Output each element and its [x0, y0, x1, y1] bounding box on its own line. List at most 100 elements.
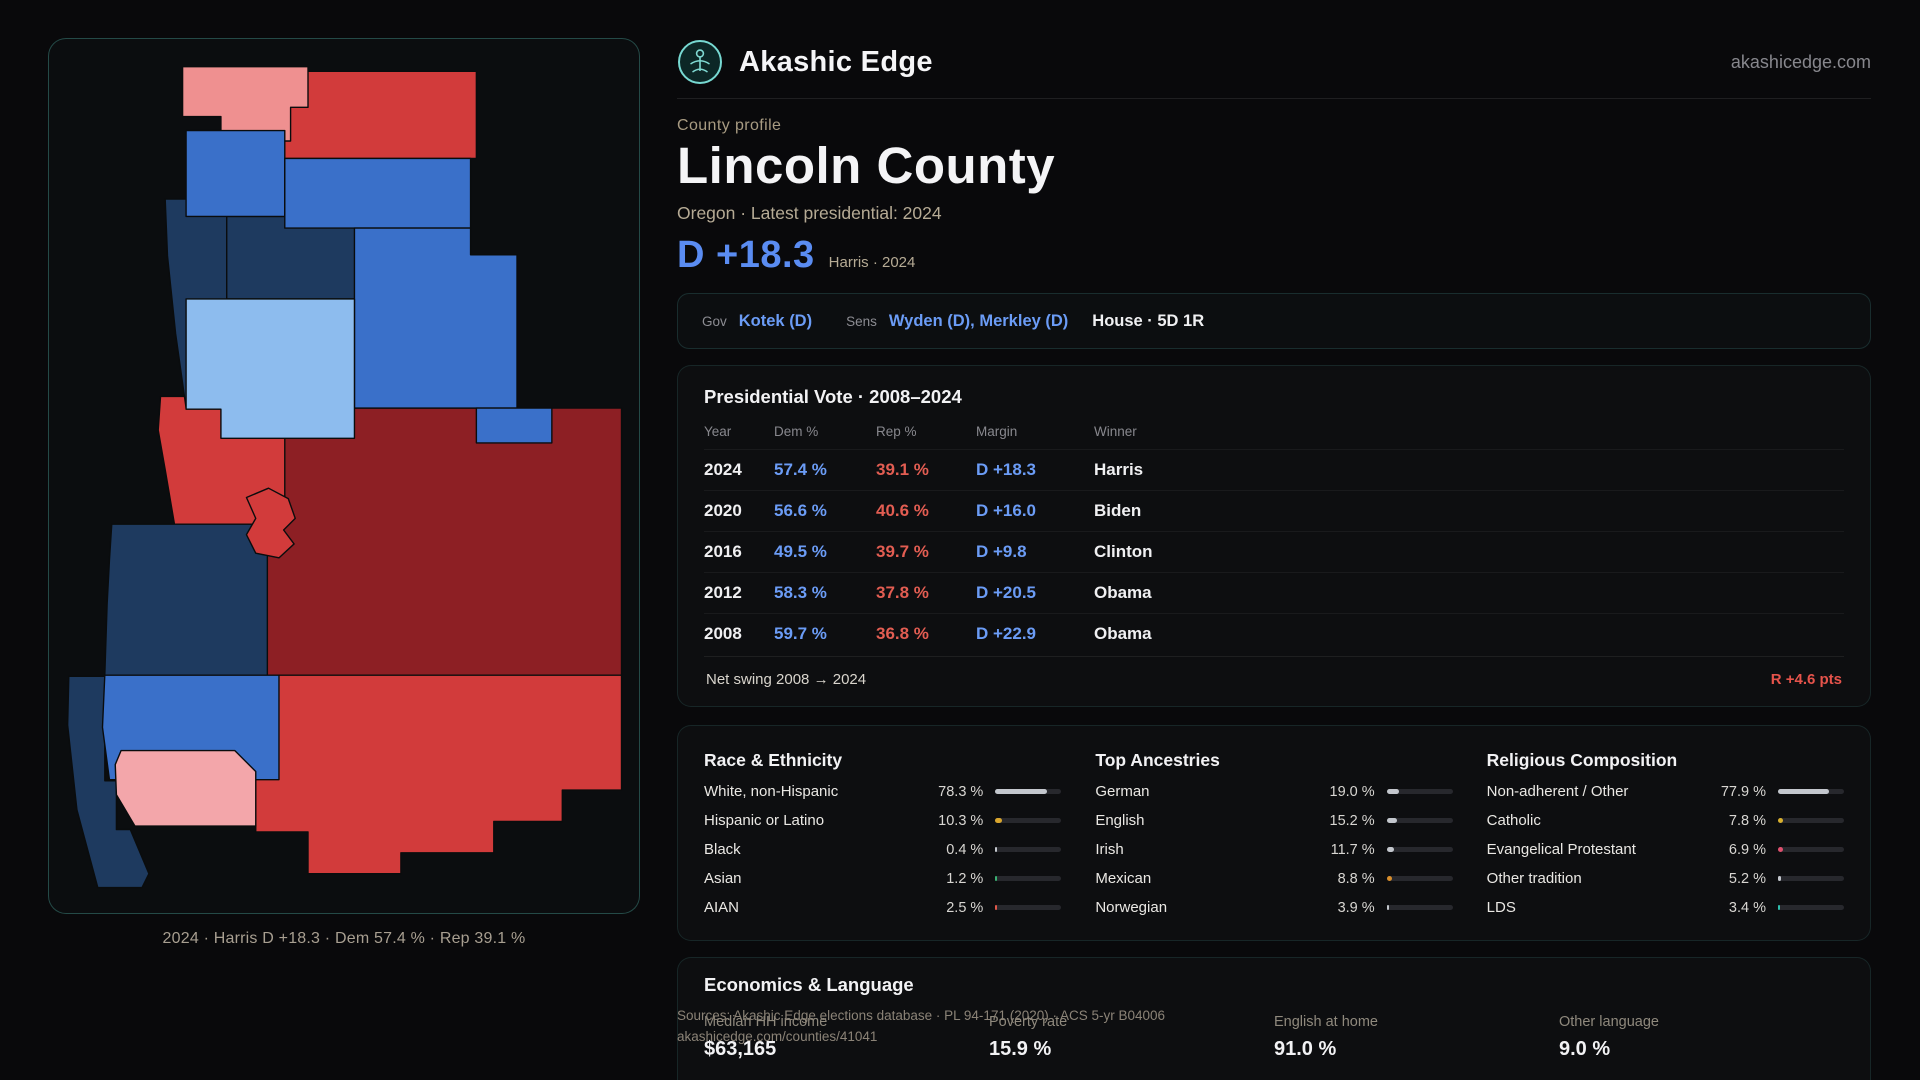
- economics-card: Economics & Language Median HH income $6…: [677, 957, 1871, 1080]
- year-cell: 2008: [704, 624, 742, 644]
- permalink[interactable]: akashicedge.com/counties/41041: [677, 1028, 878, 1044]
- demo-label: Asian: [704, 870, 742, 888]
- rep-cell: 37.8 %: [876, 583, 929, 603]
- gov-value-link[interactable]: Kotek (D): [738, 311, 813, 330]
- map-county-shape: [104, 523, 269, 676]
- map-county-shape: [114, 749, 257, 827]
- econ-stat-english: English at home 91.0 %: [1274, 1014, 1559, 1061]
- demo-row: Asian 1.2 %: [704, 870, 1062, 888]
- dem-cell: 49.5 %: [774, 542, 827, 562]
- demo-value: 3.4 %: [1728, 899, 1766, 916]
- demo-row: Norwegian 3.9 %: [1095, 899, 1453, 917]
- demo-value: 5.2 %: [1728, 870, 1766, 887]
- sens-value-link[interactable]: Wyden (D), Merkley (D): [888, 311, 1069, 330]
- demo-row: Evangelical Protestant 6.9 %: [1487, 841, 1844, 858]
- demo-label: Irish: [1095, 841, 1124, 859]
- header-divider: [677, 98, 1871, 99]
- demo-label: Mexican: [1095, 870, 1152, 888]
- demo-label: Norwegian: [1095, 899, 1168, 917]
- religion-column: Religious Composition Non-adherent / Oth…: [1487, 750, 1844, 916]
- gov-label: Gov: [702, 313, 727, 329]
- demo-row: Other tradition 5.2 %: [1487, 870, 1844, 887]
- dem-cell: 57.4 %: [774, 460, 827, 480]
- sources-line: Sources: Akashic Edge elections database…: [677, 1008, 1166, 1023]
- margin-cell: D +18.3: [976, 460, 1037, 480]
- rep-cell: 36.8 %: [876, 624, 929, 644]
- vote-row-2024: 2024 57.4 % 39.1 % D +18.3 Harris: [704, 449, 1844, 490]
- demo-row: Irish 11.7 %: [1095, 841, 1453, 859]
- pres-vote-title: Presidential Vote · 2008–2024: [704, 386, 962, 408]
- margin-cell: D +9.8: [976, 542, 1027, 562]
- demo-label: Catholic: [1486, 812, 1541, 830]
- page-kicker: County profile: [677, 117, 782, 134]
- vote-table-header: Year Dem % Rep % Margin Winner: [704, 424, 1844, 449]
- year-cell: 2020: [704, 501, 742, 521]
- demo-value: 15.2 %: [1329, 812, 1375, 829]
- demo-bar: [995, 789, 1062, 795]
- map-county-shape: [255, 407, 623, 676]
- brand-logo-icon[interactable]: [677, 39, 723, 85]
- margin-cell: D +22.9: [976, 624, 1037, 644]
- oregon-county-map[interactable]: [63, 53, 625, 899]
- col-winner: Winner: [1094, 424, 1137, 440]
- demo-label: Hispanic or Latino: [704, 812, 825, 830]
- demo-bar: [1386, 905, 1453, 911]
- demo-row: AIAN 2.5 %: [704, 899, 1062, 917]
- demo-label: Evangelical Protestant: [1486, 841, 1636, 859]
- county-title: Lincoln County: [677, 137, 1056, 194]
- margin-cell: D +20.5: [976, 583, 1037, 603]
- econ-stat-median-income: Median HH income $63,165: [704, 1014, 989, 1061]
- dem-cell: 56.6 %: [774, 501, 827, 521]
- margin-note: Harris · 2024: [828, 254, 916, 272]
- demo-row: LDS 3.4 %: [1487, 899, 1844, 916]
- demo-bar: [995, 876, 1062, 882]
- demo-label: Non-adherent / Other: [1486, 783, 1629, 801]
- dem-cell: 59.7 %: [774, 624, 827, 644]
- econ-stat-label: Poverty rate: [989, 1014, 1068, 1031]
- demographics-card: Race & Ethnicity White, non-Hispanic 78.…: [677, 725, 1871, 942]
- site-domain-link[interactable]: akashicedge.com: [1730, 51, 1871, 72]
- demo-bar: [1386, 789, 1453, 795]
- econ-stat-other-language: Other language 9.0 %: [1559, 1014, 1844, 1061]
- demo-bar: [995, 905, 1062, 911]
- demo-row: German 19.0 %: [1095, 783, 1453, 800]
- winner-cell: Clinton: [1094, 542, 1153, 562]
- demo-value: 6.9 %: [1728, 841, 1766, 858]
- map-county-shape: [245, 487, 296, 559]
- demo-value: 77.9 %: [1720, 783, 1766, 800]
- rep-cell: 39.1 %: [876, 460, 929, 480]
- demo-bar: [1778, 876, 1844, 882]
- brand-name: Akashic Edge: [739, 45, 933, 78]
- demo-bar: [1386, 847, 1453, 853]
- margin-cell: D +16.0: [976, 501, 1037, 521]
- col-margin: Margin: [976, 424, 1018, 440]
- map-county-shape: [185, 129, 286, 218]
- econ-stat-poverty: Poverty rate 15.9 %: [989, 1014, 1274, 1061]
- demo-label: White, non-Hispanic: [704, 783, 839, 801]
- demo-label: Black: [704, 841, 741, 859]
- winner-cell: Obama: [1094, 624, 1152, 644]
- demo-label: Other tradition: [1486, 870, 1582, 888]
- map-county-shape: [353, 227, 518, 409]
- econ-stat-value: 15.9 %: [989, 1038, 1052, 1061]
- demo-label: AIAN: [704, 899, 740, 917]
- demo-bar: [1386, 876, 1453, 882]
- demo-row: Hispanic or Latino 10.3 %: [704, 812, 1062, 830]
- ancestries-column: Top Ancestries German 19.0 % English 15.…: [1095, 750, 1453, 917]
- demo-bar: [995, 847, 1062, 853]
- vote-row-2016: 2016 49.5 % 39.7 % D +9.8 Clinton: [704, 531, 1844, 572]
- race-ethnicity-column: Race & Ethnicity White, non-Hispanic 78.…: [704, 750, 1062, 917]
- col-rep: Rep %: [876, 424, 917, 440]
- demo-value: 19.0 %: [1329, 783, 1375, 800]
- map-county-shape: [181, 65, 309, 142]
- religion-title: Religious Composition: [1486, 750, 1678, 771]
- ancestries-title: Top Ancestries: [1095, 750, 1220, 771]
- econ-stat-value: $63,165: [704, 1038, 777, 1061]
- officials-bar: Gov Kotek (D) Sens Wyden (D), Merkley (D…: [677, 293, 1871, 350]
- demo-row: Non-adherent / Other 77.9 %: [1487, 783, 1844, 800]
- demo-value: 78.3 %: [938, 783, 984, 800]
- economics-stats: Median HH income $63,165 Poverty rate 15…: [704, 1014, 1844, 1061]
- net-swing-label: Net swing 2008 → 2024: [706, 671, 867, 689]
- econ-stat-label: Median HH income: [704, 1014, 828, 1031]
